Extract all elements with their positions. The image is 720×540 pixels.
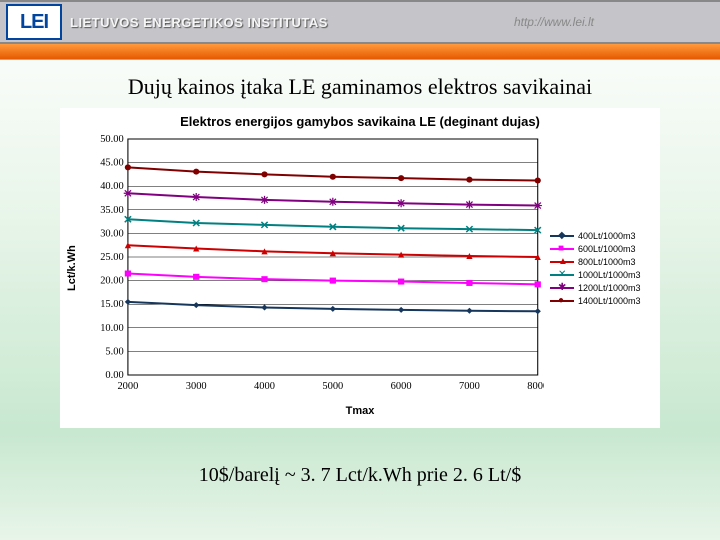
footnote: 10$/barelį ~ 3. 7 Lct/k.Wh prie 2. 6 Lt/… [0,464,720,487]
svg-text:0.00: 0.00 [105,370,123,381]
legend-label: 1200Lt/1000m3 [578,283,641,293]
svg-text:5000: 5000 [322,381,343,392]
legend-label: 400Lt/1000m3 [578,231,636,241]
header-bar: LEI LIETUVOS ENERGETIKOS INSTITUTAS http… [0,0,720,44]
header-url: http://www.lei.lt [514,15,594,29]
accent-stripe [0,44,720,60]
legend: ◆400Lt/1000m3 ■600Lt/1000m3 ▲800Lt/1000m3 ✕… [544,133,654,403]
svg-text:2000: 2000 [117,381,138,392]
legend-item: ●1400Lt/1000m3 [550,296,641,306]
svg-text:30.00: 30.00 [100,229,124,240]
legend-item: ▲800Lt/1000m3 [550,257,641,267]
svg-text:15.00: 15.00 [100,299,124,310]
svg-text:8000: 8000 [527,381,544,392]
logo-text: LEI [20,11,48,34]
chart-title: Elektros energijos gamybos savikaina LE … [66,114,654,129]
y-axis-label: Lct/k.Wh [66,133,84,403]
legend-label: 1000Lt/1000m3 [578,270,641,280]
legend-item: ■600Lt/1000m3 [550,244,641,254]
legend-label: 1400Lt/1000m3 [578,296,641,306]
legend-item: ✱1200Lt/1000m3 [550,283,641,293]
slide-title: Dujų kainos įtaka LE gaminamos elektros … [0,74,720,100]
svg-text:40.00: 40.00 [100,181,124,192]
svg-text:50.00: 50.00 [100,134,124,145]
svg-text:35.00: 35.00 [100,205,124,216]
plot-area: 0.00 5.00 10.00 15.00 20.00 25.00 30.00 35.00 40… [84,133,544,403]
chart-container: Elektros energijos gamybos savikaina LE … [60,108,660,428]
svg-text:7000: 7000 [459,381,480,392]
svg-text:6000: 6000 [391,381,412,392]
svg-text:3000: 3000 [186,381,207,392]
svg-text:25.00: 25.00 [100,252,124,263]
legend-item: ◆400Lt/1000m3 [550,231,641,241]
logo: LEI [6,4,62,40]
x-axis-label: Tmax [66,405,654,417]
svg-text:45.00: 45.00 [100,158,124,169]
svg-text:20.00: 20.00 [100,276,124,287]
legend-item: ✕1000Lt/1000m3 [550,270,641,280]
legend-label: 600Lt/1000m3 [578,244,636,254]
legend-label: 800Lt/1000m3 [578,257,636,267]
svg-text:10.00: 10.00 [100,323,124,334]
institution-name: LIETUVOS ENERGETIKOS INSTITUTAS [70,15,514,30]
svg-text:4000: 4000 [254,381,275,392]
svg-text:5.00: 5.00 [105,347,123,358]
